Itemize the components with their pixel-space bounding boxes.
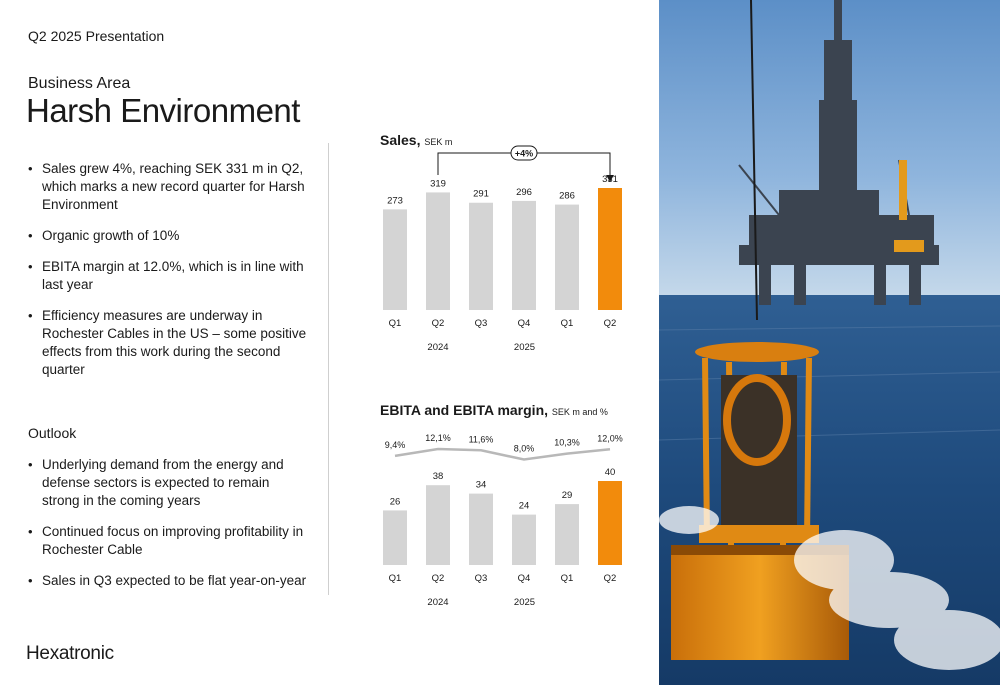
ebita-chart-unit: SEK m and % xyxy=(551,407,608,417)
sales-value-label: 286 xyxy=(559,191,575,202)
sales-tick-label: Q2 xyxy=(432,318,445,329)
hexatronic-logo: Hexatronic xyxy=(26,643,114,664)
ebita-value-label: 38 xyxy=(433,471,444,482)
margin-label: 9,4% xyxy=(385,440,406,450)
ebita-tick-label: Q2 xyxy=(604,573,617,584)
sales-chart: 273Q1319Q2291Q3296Q4286Q1331Q220242025+4… xyxy=(360,140,640,360)
sales-bar xyxy=(469,202,493,310)
ebita-bar xyxy=(512,514,536,565)
ebita-chart: 26 Q1 38 Q2 34 Q3 24 Q4 29 Q1 40 Q2 2024 2025 9,4% 12,1… xyxy=(360,420,640,615)
page-title: Harsh Environment xyxy=(26,92,300,129)
ebita-chart-title: EBITA and EBITA margin, SEK m and % xyxy=(380,402,608,418)
sales-bar xyxy=(512,200,536,310)
ebita-value-label: 40 xyxy=(605,467,616,478)
growth-label: +4% xyxy=(515,149,533,159)
ebita-tick-label: Q1 xyxy=(389,573,402,584)
ebita-tick-label: Q3 xyxy=(475,573,488,584)
sales-value-label: 296 xyxy=(516,187,532,198)
sales-chart-unit: SEK m xyxy=(424,137,453,147)
sales-value-label: 291 xyxy=(473,189,489,200)
sales-svg: 273Q1319Q2291Q3296Q4286Q1331Q220242025+4… xyxy=(383,145,622,353)
sales-bar xyxy=(383,209,407,310)
sales-bar xyxy=(426,192,450,310)
ebita-bar xyxy=(426,485,450,565)
ebita-chart-title-text: EBITA and EBITA margin, xyxy=(380,402,549,418)
ebita-value-label: 26 xyxy=(390,496,401,507)
presentation-label: Q2 2025 Presentation xyxy=(28,28,165,44)
sales-bar xyxy=(555,204,579,310)
ebita-year-label: 2024 xyxy=(427,597,448,608)
ebita-value-label: 24 xyxy=(519,501,530,512)
outlook-item: Sales in Q3 expected to be flat year-on-… xyxy=(28,572,310,590)
margin-label: 12,1% xyxy=(425,433,451,443)
sales-tick-label: Q3 xyxy=(475,318,488,329)
margin-line xyxy=(394,447,611,461)
highlight-item: EBITA margin at 12.0%, which is in line … xyxy=(28,258,310,294)
sales-tick-label: Q4 xyxy=(518,318,531,329)
ebita-bar xyxy=(383,510,407,565)
highlight-item: Efficiency measures are underway in Roch… xyxy=(28,307,310,379)
ebita-tick-label: Q1 xyxy=(561,573,574,584)
highlight-item: Sales grew 4%, reaching SEK 331 m in Q2,… xyxy=(28,160,310,214)
ebita-bar xyxy=(469,493,493,565)
margin-label: 11,6% xyxy=(469,434,494,444)
ebita-tick-label: Q4 xyxy=(518,573,531,584)
sales-bar xyxy=(598,188,622,310)
sales-year-label: 2025 xyxy=(514,342,535,353)
ebita-svg: 26 Q1 38 Q2 34 Q3 24 Q4 29 Q1 40 Q2 2024 2025 9,4% 12,1… xyxy=(383,433,623,608)
ebita-year-label: 2025 xyxy=(514,597,535,608)
outlook-item: Underlying demand from the energy and de… xyxy=(28,456,310,510)
sales-value-label: 319 xyxy=(430,178,446,189)
highlight-item: Organic growth of 10% xyxy=(28,227,310,245)
ebita-bar xyxy=(598,481,622,565)
offshore-scene-illustration xyxy=(659,0,1000,685)
growth-arrowhead xyxy=(606,175,614,182)
margin-label: 10,3% xyxy=(554,438,580,448)
sales-tick-label: Q2 xyxy=(604,318,617,329)
ebita-bar xyxy=(555,504,579,565)
ebita-value-label: 29 xyxy=(562,490,573,501)
growth-badge xyxy=(510,145,538,161)
sales-tick-label: Q1 xyxy=(389,318,402,329)
sales-year-label: 2024 xyxy=(427,342,448,353)
outlook-heading: Outlook xyxy=(28,425,77,441)
column-divider xyxy=(328,143,329,595)
outlook-item: Continued focus on improving profitabili… xyxy=(28,523,310,559)
margin-label: 12,0% xyxy=(597,433,623,443)
business-area-eyebrow: Business Area xyxy=(28,75,131,92)
highlights-list: Sales grew 4%, reaching SEK 331 m in Q2,… xyxy=(28,160,310,392)
margin-label: 8,0% xyxy=(514,444,535,454)
ebita-tick-label: Q2 xyxy=(432,573,445,584)
sales-tick-label: Q1 xyxy=(561,318,574,329)
ebita-value-label: 34 xyxy=(476,480,487,491)
sales-chart-title: Sales, SEK m xyxy=(380,132,452,148)
outlook-list: Underlying demand from the energy and de… xyxy=(28,456,310,603)
sales-chart-title-text: Sales, xyxy=(380,132,421,148)
sales-value-label: 273 xyxy=(387,195,403,206)
offshore-platform-photo xyxy=(659,0,1000,685)
